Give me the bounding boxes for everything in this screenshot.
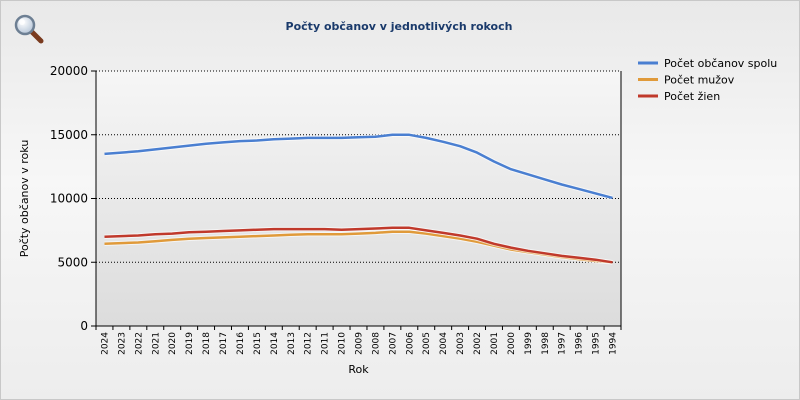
- y-tick-label: 10000: [50, 192, 88, 206]
- chart-title: Počty občanov v jednotlivých rokoch: [286, 20, 513, 33]
- x-tick-label: 2020: [168, 332, 178, 355]
- gridlines: [96, 70, 621, 263]
- x-axis-label: Rok: [348, 363, 369, 376]
- x-tick-label: 2013: [287, 332, 297, 355]
- x-tick-label: 2005: [422, 332, 432, 355]
- x-tick-label: 2007: [388, 332, 398, 355]
- y-tick-label: 20000: [50, 64, 88, 78]
- x-tick-label: 2019: [185, 332, 195, 355]
- x-tick-label: 1995: [592, 332, 602, 355]
- x-tick-label: 2018: [202, 332, 212, 355]
- x-tick-label: 2008: [371, 332, 381, 355]
- magnifier-icon[interactable]: [13, 13, 45, 45]
- x-tick-label: 2000: [507, 332, 517, 355]
- x-tick-label: 2012: [304, 332, 314, 355]
- x-tick-label: 2003: [456, 332, 466, 355]
- series-line-1: [104, 133, 613, 200]
- x-tick-label: 2024: [100, 332, 110, 355]
- x-tick-label: 2001: [490, 332, 500, 355]
- y-tick-label: 15000: [50, 128, 88, 142]
- legend: Počet občanov spolu Počet mužov Počet žien: [638, 57, 777, 103]
- legend-label: Počet žien: [664, 90, 720, 103]
- x-tick-label: 2014: [270, 332, 280, 355]
- y-tick-label: 0: [80, 319, 88, 333]
- x-tick-label: 2009: [355, 332, 365, 355]
- x-tick-label: 2017: [219, 332, 229, 355]
- x-tick-label: 2015: [253, 332, 263, 355]
- x-tick-label: 2022: [134, 332, 144, 355]
- x-tick-label: 2021: [151, 332, 161, 355]
- x-ticks: 2024 2023 2022 2021 2020 2019 2018 2017 2016 2015…: [95, 326, 622, 355]
- x-tick-label: 1998: [541, 332, 551, 355]
- x-tick-label: 2004: [439, 332, 449, 355]
- series-lines: [104, 132, 614, 265]
- x-tick-label: 1996: [575, 332, 585, 355]
- y-ticks: 0 5000 10000 15000 20000: [50, 64, 96, 333]
- x-tick-label: 1997: [558, 332, 568, 355]
- legend-label: Počet mužov: [664, 74, 735, 87]
- x-tick-label: 1994: [609, 332, 619, 355]
- legend-label: Počet občanov spolu: [664, 57, 777, 70]
- y-axis-label: Počty občanov v roku: [18, 140, 31, 258]
- x-tick-label: 2016: [236, 332, 246, 355]
- x-tick-label: 2010: [338, 332, 348, 355]
- x-tick-label: 2011: [321, 332, 331, 355]
- y-tick-label: 5000: [57, 255, 88, 269]
- x-tick-label: 2002: [473, 332, 483, 355]
- series-line-3: [104, 226, 613, 264]
- x-tick-label: 1999: [524, 332, 534, 355]
- x-tick-label: 2006: [405, 332, 415, 355]
- x-tick-label: 2023: [117, 332, 127, 355]
